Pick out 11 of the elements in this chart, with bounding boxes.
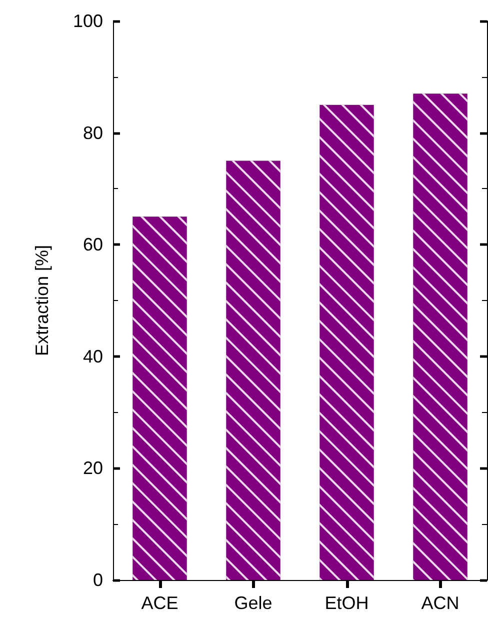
y-tick-label: 40 (82, 346, 103, 366)
y-tick-label: 100 (72, 11, 103, 31)
y-tick-label: 80 (82, 122, 103, 143)
y-axis-title: Extraction [%] (32, 244, 52, 356)
y-tick-label: 60 (82, 234, 103, 255)
y-tick-label: 0 (92, 570, 103, 590)
x-tick-label: ACE (141, 593, 178, 613)
y-tick-label: 20 (82, 458, 103, 478)
x-tick-label: Gele (234, 593, 272, 613)
x-tick-label: ACN (421, 593, 460, 613)
x-tick-label: EtOH (324, 593, 369, 613)
